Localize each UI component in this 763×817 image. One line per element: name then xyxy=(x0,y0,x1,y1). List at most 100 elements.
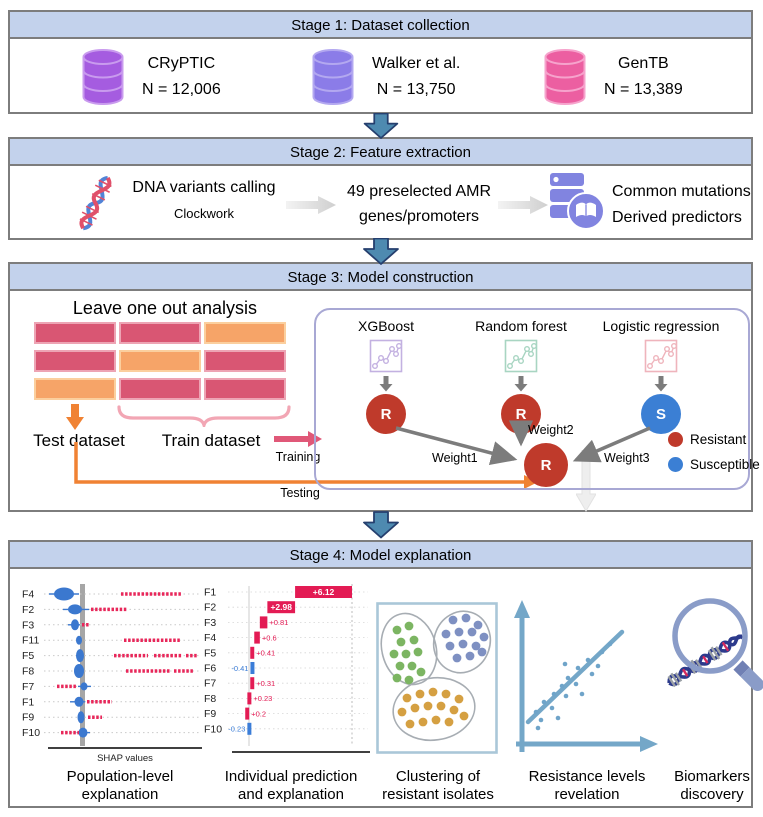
outputs-block: Common mutations Derived predictors xyxy=(612,179,762,231)
svg-text:F2: F2 xyxy=(22,604,34,616)
svg-text:F8: F8 xyxy=(204,693,216,705)
dataset-count: N = 12,006 xyxy=(142,81,221,98)
database-icon xyxy=(82,49,124,105)
svg-text:+2.98: +2.98 xyxy=(270,602,292,612)
loo-bar-segment xyxy=(204,378,286,400)
test-arrow-down-icon xyxy=(66,404,84,430)
loo-bar-segment xyxy=(119,350,201,372)
legend-susceptible: Susceptible xyxy=(668,457,760,472)
model-chart-icon xyxy=(504,339,538,373)
susceptible-dot xyxy=(668,457,683,472)
loo-bar-segment xyxy=(34,378,116,400)
svg-text:F10: F10 xyxy=(204,723,222,735)
resistant-label: Resistant xyxy=(690,432,747,447)
outputs-line1: Common mutations xyxy=(612,183,751,200)
svg-text:F4: F4 xyxy=(204,632,216,644)
testing-arrow-icon xyxy=(74,442,538,489)
variant-tool-label: Clockwork xyxy=(174,206,234,221)
svg-text:+0.2: +0.2 xyxy=(251,709,266,718)
dataset-gentb: GenTB N = 13,389 xyxy=(542,48,683,106)
svg-text:+6.12: +6.12 xyxy=(313,587,335,597)
loo-bar-segment xyxy=(119,322,201,344)
stage3-box: Stage 3: Model construction Leave one ou… xyxy=(8,262,760,512)
biomarkers-magnifier-icon xyxy=(667,598,763,691)
train-dataset-label: Train dataset xyxy=(161,431,261,450)
stage1-header: Stage 1: Dataset collection xyxy=(10,12,751,39)
dataset-name: GenTB xyxy=(618,55,669,72)
svg-text:F3: F3 xyxy=(204,617,216,629)
svg-text:F5: F5 xyxy=(204,647,216,659)
genes-line1: 49 preselected AMR xyxy=(346,183,492,200)
svg-text:F7: F7 xyxy=(204,678,216,690)
stage4-box: Stage 4: Model explanation F4 F2 F3 F11 F5 F8… xyxy=(8,540,763,808)
loo-bar-segment xyxy=(34,350,116,372)
svg-text:F8: F8 xyxy=(22,666,34,678)
gray-arrow-down-icon xyxy=(379,376,393,392)
database-icon xyxy=(544,49,586,105)
shap-waterfall-plot: F1 +6.12 F2 +2.98 F3 +0.81 F4 +0.6 F5 +0.41 F6 -0.4… xyxy=(204,584,370,753)
svg-text:F4: F4 xyxy=(22,589,34,601)
gray-arrow-down-icon xyxy=(514,376,528,392)
svg-text:SHAP values: SHAP values xyxy=(97,753,153,764)
stage1-box: Stage 1: Dataset collection CRyPTIC N = … xyxy=(8,10,753,114)
model-name-random-forest: Random forest xyxy=(475,318,567,334)
training-label: Training xyxy=(275,450,321,464)
stage2-header: Stage 2: Feature extraction xyxy=(10,139,751,166)
model-name-logistic-regression: Logistic regression xyxy=(602,318,720,334)
stage4-header: Stage 4: Model explanation xyxy=(10,542,751,569)
features-book-icon xyxy=(550,173,605,230)
model-chart-icon xyxy=(644,339,678,373)
stage2-box: Stage 2: Feature extraction DNA variants… xyxy=(8,137,753,240)
svg-text:+0.23: +0.23 xyxy=(253,694,272,703)
svg-text:F1: F1 xyxy=(204,587,216,599)
dataset-walker: Walker et al. N = 13,750 xyxy=(310,48,460,106)
dataset-text: Walker et al. N = 13,750 xyxy=(372,55,460,99)
dataset-cryptic: CRyPTIC N = 12,006 xyxy=(80,48,221,106)
resistance-scatter-plot xyxy=(514,600,658,752)
svg-text:+0.31: +0.31 xyxy=(256,679,275,688)
svg-text:F1: F1 xyxy=(22,696,34,708)
loo-bar-segment xyxy=(34,322,116,344)
gray-arrow-right-icon xyxy=(498,196,548,214)
genes-line2: genes/promoters xyxy=(358,208,480,225)
model-name-xgboost: XGBoost xyxy=(357,318,415,334)
caption-population: Population-level explanation xyxy=(66,768,174,803)
variant-calling-label: DNA variants calling xyxy=(132,179,276,196)
svg-text:F9: F9 xyxy=(22,712,34,724)
loo-bar-segment xyxy=(204,350,286,372)
svg-text:-0.23: -0.23 xyxy=(228,725,245,734)
database-icon xyxy=(312,49,354,105)
svg-text:+0.41: +0.41 xyxy=(256,649,275,658)
svg-text:+0.81: +0.81 xyxy=(269,618,288,627)
caption-resistance: Resistance levels revelation xyxy=(528,768,646,803)
testing-label: Testing xyxy=(280,486,320,500)
svg-text:F6: F6 xyxy=(204,663,216,675)
gray-arrow-right-icon xyxy=(286,196,336,214)
shap-beeswarm-plot: F4 F2 F3 F11 F5 F8 F7 F1 F9 F10 SHAP values xyxy=(22,584,202,764)
svg-text:F9: F9 xyxy=(204,708,216,720)
genes-block: 49 preselected AMR genes/promoters xyxy=(340,179,498,229)
loo-bar-segment xyxy=(119,378,201,400)
dna-icon xyxy=(79,175,112,231)
dataset-name: Walker et al. xyxy=(372,55,461,72)
gray-arrow-down-icon xyxy=(654,376,668,392)
stage3-header: Stage 3: Model construction xyxy=(10,264,751,291)
svg-text:F10: F10 xyxy=(22,727,40,739)
caption-clustering: Clustering of resistant isolates xyxy=(382,768,494,803)
loo-title: Leave one out analysis xyxy=(72,298,258,318)
svg-text:-0.41: -0.41 xyxy=(231,664,248,673)
model-ensemble-box: XGBoost Random forest Logistic regressio… xyxy=(314,308,760,490)
svg-text:F7: F7 xyxy=(22,681,34,693)
dataset-name: CRyPTIC xyxy=(147,55,216,72)
dna-strand xyxy=(667,634,744,688)
training-arrow-icon xyxy=(274,431,322,447)
outputs-line2: Derived predictors xyxy=(612,209,742,226)
caption-individual: Individual prediction and explanation xyxy=(224,768,358,803)
node-r-ensemble: R xyxy=(524,443,568,487)
flow-arrow-down-icon xyxy=(363,113,399,139)
test-dataset-label: Test dataset xyxy=(33,431,125,450)
svg-text:F2: F2 xyxy=(204,602,216,614)
dataset-text: CRyPTIC N = 12,006 xyxy=(142,55,221,99)
clustering-plot xyxy=(376,602,498,754)
